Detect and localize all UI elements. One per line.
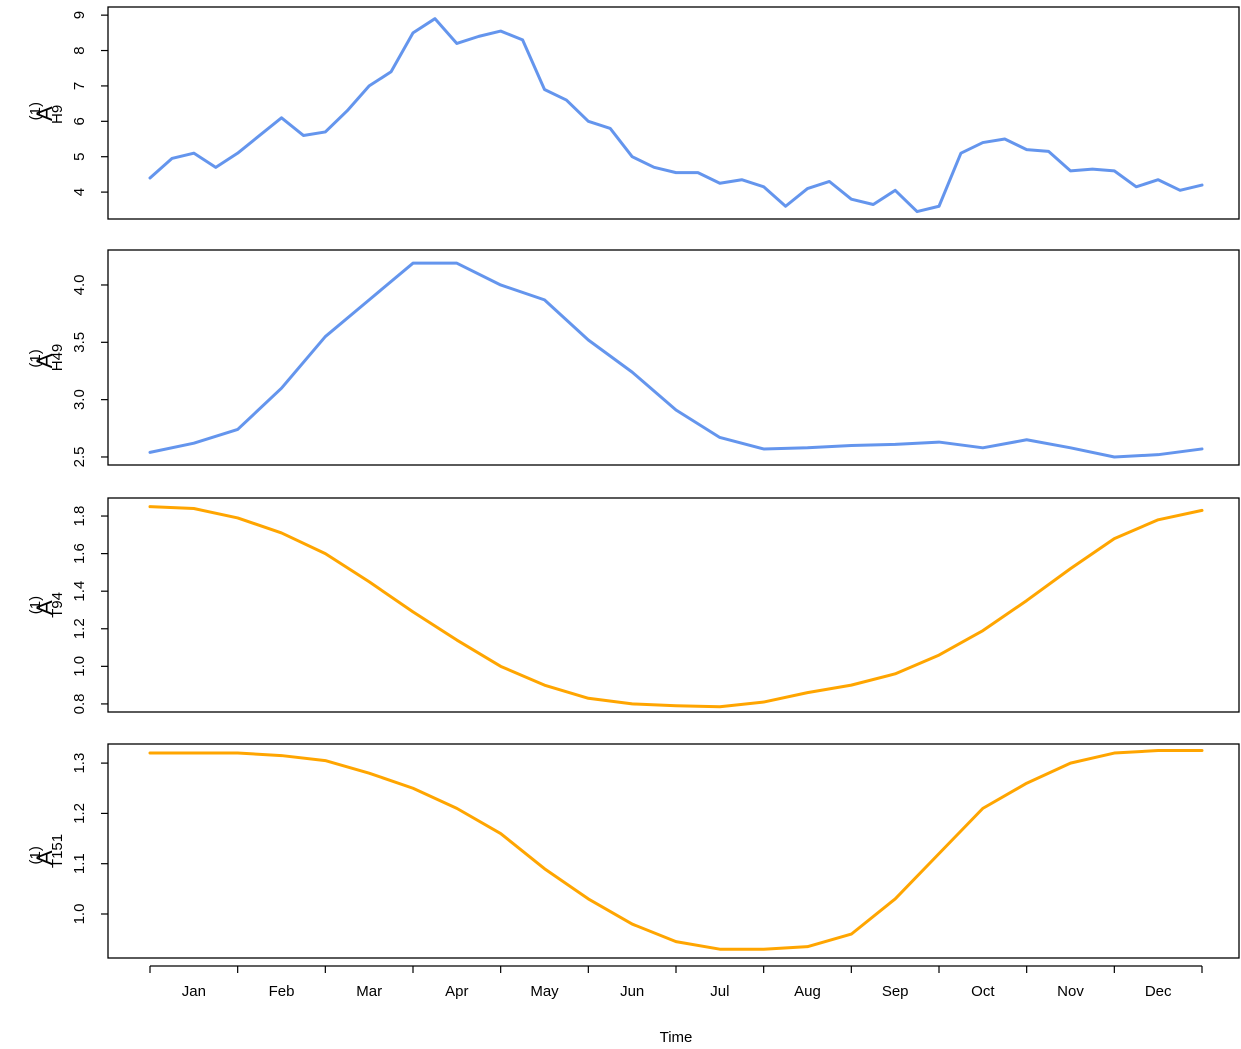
x-tick-label: Sep bbox=[882, 983, 909, 1000]
data-line bbox=[148, 749, 1204, 951]
y-tick-label: 1.0 bbox=[71, 904, 88, 925]
y-label-base: A bbox=[32, 850, 57, 865]
y-tick-label: 3.0 bbox=[71, 389, 88, 410]
plot-frame bbox=[107, 6, 1240, 220]
y-tick-label: 2.5 bbox=[71, 447, 88, 468]
data-line bbox=[148, 17, 1204, 214]
x-tick-label: Jan bbox=[182, 983, 206, 1000]
x-tick-label: Feb bbox=[269, 983, 295, 1000]
x-tick-label: Jul bbox=[710, 983, 729, 1000]
plot-frame bbox=[107, 249, 1240, 466]
y-tick-label: 1.6 bbox=[71, 543, 88, 564]
y-tick-label: 4 bbox=[71, 188, 88, 196]
y-tick-label: 4.0 bbox=[71, 275, 88, 296]
x-tick-label: Aug bbox=[794, 983, 821, 1000]
x-tick-label: May bbox=[530, 983, 559, 1000]
y-label-base: A bbox=[32, 106, 57, 121]
data-line bbox=[148, 505, 1204, 709]
y-tick-label: 6 bbox=[71, 117, 88, 125]
x-tick-label: Oct bbox=[971, 983, 995, 1000]
x-tick-label: Dec bbox=[1145, 983, 1172, 1000]
y-label-sup: (1) bbox=[27, 349, 44, 367]
y-tick-label: 1.8 bbox=[71, 506, 88, 527]
y-label-sub: T151 bbox=[49, 834, 66, 868]
y-tick-label: 1.2 bbox=[71, 618, 88, 639]
y-axis-label: A(1) H49 bbox=[27, 344, 66, 372]
y-tick-label: 9 bbox=[71, 11, 88, 19]
y-tick-label: 5 bbox=[71, 153, 88, 161]
y-tick-label: 1.1 bbox=[71, 853, 88, 874]
y-tick-label: 7 bbox=[71, 82, 88, 90]
y-tick-label: 3.5 bbox=[71, 332, 88, 353]
plot-frame bbox=[107, 497, 1240, 713]
y-tick-label: 1.2 bbox=[71, 803, 88, 824]
x-tick-label: Mar bbox=[356, 983, 382, 1000]
y-label-base: A bbox=[32, 600, 57, 615]
plot-frame bbox=[107, 743, 1240, 959]
x-tick-label: Apr bbox=[445, 983, 468, 1000]
y-axis-label: A(1) T94 bbox=[27, 592, 66, 618]
y-label-sub: T94 bbox=[49, 592, 66, 618]
y-label-sup: (1) bbox=[27, 596, 44, 614]
x-axis-label: Time bbox=[660, 1029, 693, 1046]
y-label-sup: (1) bbox=[27, 102, 44, 120]
y-label-base: A bbox=[32, 353, 57, 368]
data-line bbox=[148, 261, 1204, 459]
y-tick-label: 1.3 bbox=[71, 753, 88, 774]
y-axis-label: A(1) H9 bbox=[27, 102, 66, 124]
y-label-sub: H9 bbox=[49, 105, 66, 124]
y-tick-label: 0.8 bbox=[71, 693, 88, 714]
y-label-sub: H49 bbox=[49, 344, 66, 372]
y-tick-label: 1.0 bbox=[71, 656, 88, 677]
y-tick-label: 8 bbox=[71, 46, 88, 54]
x-tick-label: Jun bbox=[620, 983, 644, 1000]
y-label-sup: (1) bbox=[27, 846, 44, 864]
y-tick-label: 1.4 bbox=[71, 581, 88, 602]
x-tick-label: Nov bbox=[1057, 983, 1084, 1000]
y-axis-label: A(1) T151 bbox=[27, 834, 66, 868]
